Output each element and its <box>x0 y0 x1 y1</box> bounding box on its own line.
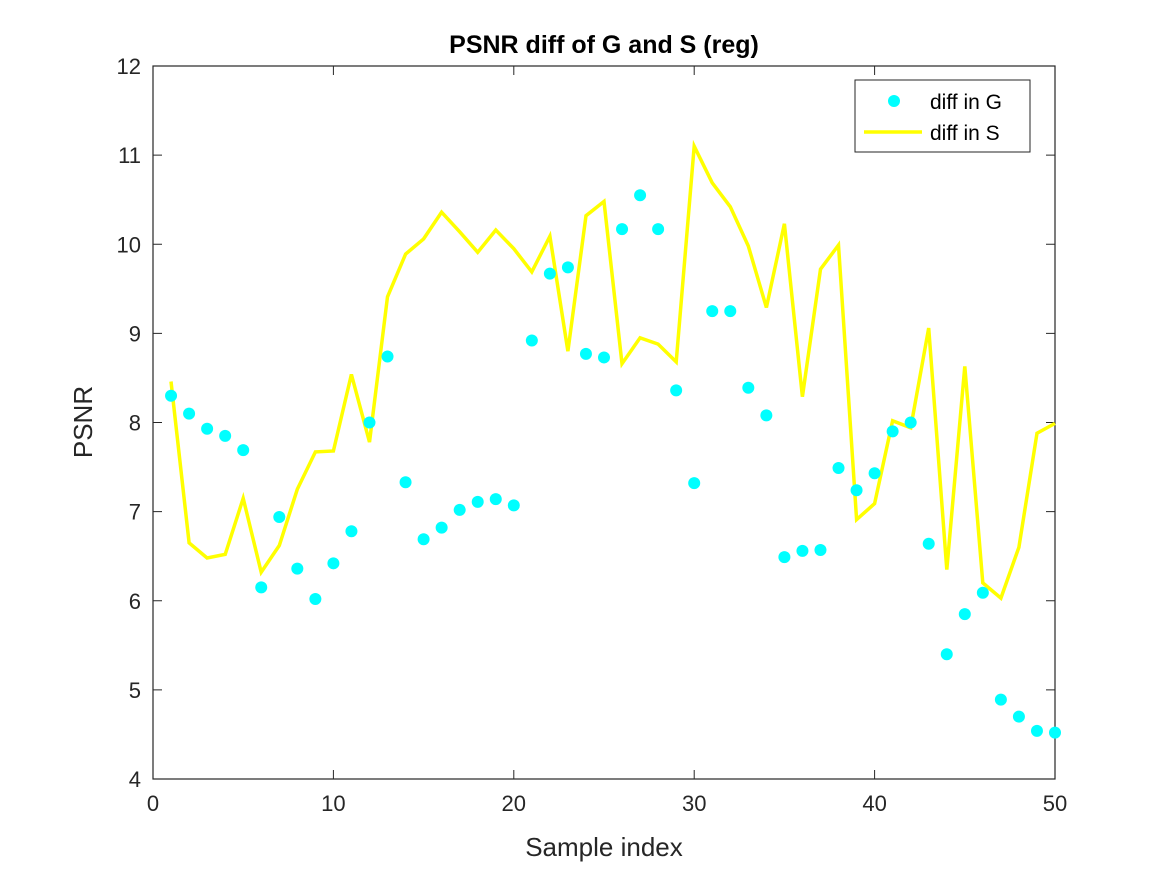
data-point-diff-in-g <box>1012 710 1025 723</box>
data-point-diff-in-g <box>273 510 286 523</box>
x-tick-label: 0 <box>147 791 159 816</box>
x-tick-label: 20 <box>502 791 526 816</box>
data-point-diff-in-g <box>507 499 520 512</box>
data-point-diff-in-g <box>345 525 358 538</box>
data-point-diff-in-g <box>561 261 574 274</box>
data-point-diff-in-g <box>778 551 791 564</box>
data-point-diff-in-g <box>201 422 214 435</box>
data-point-diff-in-g <box>832 461 845 474</box>
data-point-diff-in-g <box>814 543 827 556</box>
y-tick-label: 10 <box>117 232 141 257</box>
data-point-diff-in-g <box>291 562 304 575</box>
y-tick-label: 8 <box>129 411 141 436</box>
legend-label-s: diff in S <box>930 122 1000 145</box>
data-point-diff-in-g <box>453 503 466 516</box>
data-point-diff-in-g <box>237 444 250 457</box>
data-point-diff-in-g <box>724 305 737 318</box>
data-point-diff-in-g <box>706 305 719 318</box>
data-point-diff-in-g <box>688 477 701 490</box>
data-point-diff-in-g <box>327 557 340 570</box>
data-point-diff-in-g <box>309 592 322 605</box>
data-point-diff-in-g <box>904 416 917 429</box>
data-point-diff-in-g <box>399 476 412 489</box>
data-point-diff-in-g <box>886 425 899 438</box>
plot-series <box>165 139 1061 739</box>
x-tick-label: 50 <box>1043 791 1067 816</box>
y-tick-label: 6 <box>129 589 141 614</box>
data-point-diff-in-g <box>868 467 881 480</box>
legend-marker-g <box>888 95 900 107</box>
plot-area <box>152 65 1056 780</box>
x-tick-label: 30 <box>682 791 706 816</box>
data-point-diff-in-g <box>922 537 935 550</box>
y-axis-label: PSNR <box>68 386 98 458</box>
data-point-diff-in-g <box>598 351 610 364</box>
data-point-diff-in-g <box>543 267 556 280</box>
legend-label-g: diff in G <box>930 91 1002 114</box>
data-point-diff-in-g <box>381 350 394 363</box>
data-point-diff-in-g <box>579 347 592 360</box>
data-point-diff-in-g <box>616 223 629 236</box>
chart-title: PSNR diff of G and S (reg) <box>449 31 759 59</box>
data-point-diff-in-g <box>994 693 1007 706</box>
data-point-diff-in-g <box>1030 724 1043 737</box>
y-tick-label: 12 <box>117 54 141 79</box>
x-axis: 0 10 20 30 40 50 <box>147 66 1067 816</box>
y-axis: 4 5 6 7 8 9 10 11 12 <box>117 54 1055 792</box>
data-point-diff-in-g <box>760 409 773 422</box>
data-point-diff-in-g <box>471 495 484 508</box>
x-tick-label: 10 <box>321 791 345 816</box>
y-tick-label: 11 <box>118 143 141 168</box>
data-point-diff-in-g <box>940 648 953 661</box>
y-tick-label: 7 <box>129 500 141 525</box>
data-point-diff-in-g <box>255 581 268 594</box>
data-point-diff-in-g <box>670 384 683 397</box>
y-tick-label: 4 <box>129 767 141 792</box>
data-point-diff-in-g <box>417 533 430 546</box>
legend-box <box>854 79 1031 153</box>
x-tick-label: 40 <box>862 791 886 816</box>
data-point-diff-in-g <box>435 521 448 534</box>
data-point-diff-in-g <box>742 381 755 394</box>
legend: diff in G diff in S <box>854 79 1031 153</box>
data-point-diff-in-g <box>634 189 647 202</box>
data-point-diff-in-g <box>652 223 665 236</box>
data-point-diff-in-g <box>976 586 989 599</box>
data-point-diff-in-g <box>850 484 863 497</box>
data-point-diff-in-g <box>183 407 196 420</box>
data-point-diff-in-g <box>796 544 809 557</box>
y-tick-label: 5 <box>129 678 141 703</box>
data-point-diff-in-g <box>489 493 502 506</box>
y-tick-label: 9 <box>129 321 141 346</box>
data-point-diff-in-g <box>1049 726 1061 739</box>
data-point-diff-in-g <box>363 416 376 429</box>
x-axis-label: Sample index <box>525 832 683 862</box>
data-point-diff-in-g <box>165 389 178 402</box>
data-point-diff-in-g <box>219 429 232 442</box>
data-point-diff-in-g <box>958 608 971 621</box>
data-point-diff-in-g <box>525 334 538 347</box>
